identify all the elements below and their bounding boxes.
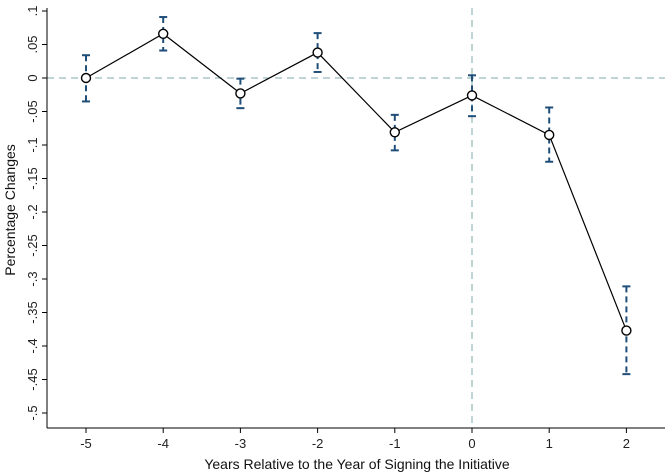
x-tick-label: -4 [157,436,169,451]
y-tick-label: -.5 [25,405,40,420]
x-tick-label: -2 [312,436,324,451]
y-tick-label: -.4 [25,338,40,353]
x-axis-title: Years Relative to the Year of Signing th… [204,456,510,472]
axis-labels: Percentage Changes Years Relative to the… [2,144,510,472]
data-point [157,28,169,39]
y-tick-label: .05 [25,35,40,53]
data-points [80,28,632,336]
y-tick-label: -.3 [25,271,40,286]
y-axis-title: Percentage Changes [2,144,18,276]
y-tick-label: -.15 [25,167,40,189]
y-tick-label: -.1 [25,137,40,152]
y-tick-label: -.25 [25,234,40,256]
y-tick-label: -.2 [25,204,40,219]
x-tick-label: -1 [389,436,401,451]
y-tick-label: -.35 [25,301,40,323]
x-tick-label: 0 [468,436,475,451]
data-point [389,127,400,138]
x-tick-label: 2 [623,436,630,451]
data-point [80,72,92,84]
reference-lines [47,8,665,428]
x-tick-label: -5 [80,436,92,451]
data-point [312,47,323,58]
series-line-group [85,33,627,331]
series-line [85,33,627,331]
y-tick-label: -.05 [25,100,40,122]
axes: .1 .05 0 -.05 -.1 -.15 -.2 -.25 -.3 -.35 -.4 -.45 -.… [25,6,665,451]
x-tick-label: 1 [546,436,553,451]
data-point [621,325,632,336]
y-tick-label: 0 [25,74,40,81]
data-point [235,88,246,99]
x-tick-label: -3 [235,436,247,451]
data-point [544,129,555,141]
data-point [466,90,478,101]
y-tick-label: .1 [25,6,40,17]
y-tick-label: -.45 [25,368,40,390]
confidence-intervals [82,16,631,376]
